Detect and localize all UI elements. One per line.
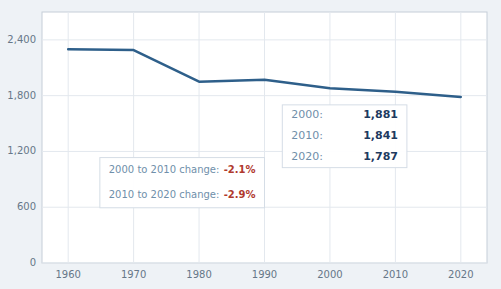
y-tick-label: 2,400 [7, 34, 36, 45]
annotation-text: 2010: [291, 129, 323, 142]
annotations: 2000 to 2010 change: -2.1% 2010 to 2020 ch… [100, 105, 407, 208]
annotation-box [100, 158, 265, 208]
plot-area [42, 12, 487, 263]
annotation-text: 2000 to 2010 change: [109, 164, 220, 175]
x-tick-label: 1970 [121, 269, 146, 280]
x-grid-line [199, 12, 200, 263]
chart: 0 600 1,200 1,800 2,400 1960 1970 1980 1990 2000 2… [0, 0, 501, 289]
grid [42, 12, 487, 263]
y-tick-label: 1,800 [7, 90, 36, 101]
x-grid-line [460, 12, 461, 263]
y-tick-label: 0 [30, 257, 36, 268]
tick-labels: 0 600 1,200 1,800 2,400 1960 1970 1980 1990 2000 2… [7, 34, 473, 280]
y-tick-label: 1,200 [7, 145, 36, 156]
annotation-value: 1,787 [363, 150, 398, 163]
x-tick-label: 1980 [186, 269, 211, 280]
x-tick-label: 1990 [252, 269, 277, 280]
line [68, 49, 461, 97]
annotation-value: 1,881 [363, 108, 398, 121]
annotation-text: 2020: [291, 150, 323, 163]
annotation-text: 2000: [291, 108, 323, 121]
annotation-value: 1,841 [363, 129, 398, 142]
annotation-value: -2.9% [224, 189, 256, 200]
x-tick-label: 2000 [317, 269, 342, 280]
annotation-text: 2010 to 2020 change: [109, 189, 220, 200]
x-tick-label: 2010 [383, 269, 408, 280]
annotation-box [282, 105, 407, 168]
annotation-value: -2.1% [224, 164, 256, 175]
data-layer [68, 49, 461, 97]
x-tick-label: 2020 [448, 269, 473, 280]
y-tick-label: 600 [17, 201, 36, 212]
x-grid-line [264, 12, 265, 263]
x-tick-label: 1960 [55, 269, 80, 280]
